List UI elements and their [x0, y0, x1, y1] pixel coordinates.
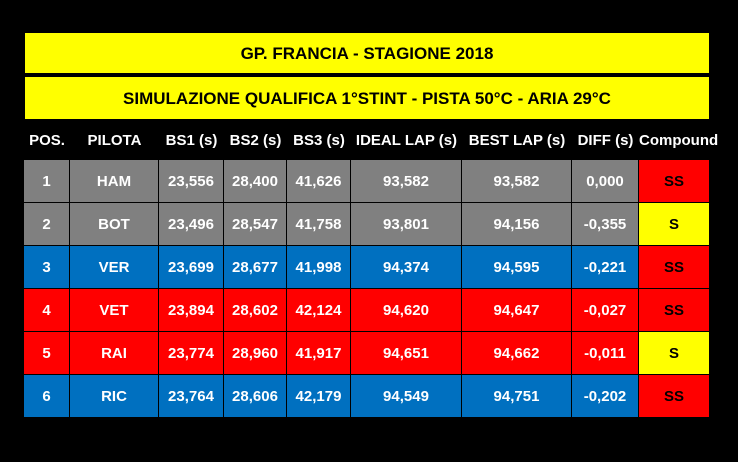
table-row: 5 RAI 23,774 28,960 41,917 94,651 94,662 -0,011… [24, 332, 710, 375]
bs3-cell: 41,626 [287, 160, 351, 203]
header-pos: POS. [29, 132, 65, 149]
bs1-cell: 23,699 [159, 246, 224, 289]
diff-cell: -0,355 [572, 203, 639, 246]
table-row: 3 VER 23,699 28,677 41,998 94,374 94,595 -0,221… [24, 246, 710, 289]
bs2-cell: 28,400 [224, 160, 287, 203]
pos-cell: 3 [24, 246, 70, 289]
ideal-lap-cell: 94,549 [351, 375, 462, 418]
header-driver: PILOTA [87, 132, 142, 149]
header-compound: Compound [639, 132, 719, 149]
ideal-lap-cell: 93,801 [351, 203, 462, 246]
driver-cell: VER [70, 246, 159, 289]
table-title: GP. FRANCIA - STAGIONE 2018 [24, 32, 710, 74]
bs2-cell: 28,602 [224, 289, 287, 332]
diff-cell: -0,221 [572, 246, 639, 289]
pos-cell: 1 [24, 160, 70, 203]
bs3-cell: 41,758 [287, 203, 351, 246]
ideal-lap-cell: 94,651 [351, 332, 462, 375]
bs2-cell: 28,677 [224, 246, 287, 289]
compound-cell: SS [639, 375, 710, 418]
pos-cell: 4 [24, 289, 70, 332]
compound-cell: SS [639, 160, 710, 203]
ideal-lap-cell: 93,582 [351, 160, 462, 203]
header-bs1: BS1 (s) [165, 132, 218, 149]
header-diff: DIFF (s) [577, 132, 634, 149]
bs3-cell: 42,179 [287, 375, 351, 418]
bs1-cell: 23,556 [159, 160, 224, 203]
best-lap-cell: 94,595 [462, 246, 572, 289]
ideal-lap-cell: 94,374 [351, 246, 462, 289]
driver-cell: BOT [70, 203, 159, 246]
header-bs2: BS2 (s) [229, 132, 282, 149]
header-bs3: BS3 (s) [293, 132, 345, 149]
compound-cell: S [639, 203, 710, 246]
compound-cell: S [639, 332, 710, 375]
bs2-cell: 28,547 [224, 203, 287, 246]
compound-cell: SS [639, 289, 710, 332]
diff-cell: -0,011 [572, 332, 639, 375]
bs1-cell: 23,774 [159, 332, 224, 375]
bs1-cell: 23,894 [159, 289, 224, 332]
header-ideal-lap: IDEAL LAP (s) [355, 132, 458, 149]
driver-cell: RIC [70, 375, 159, 418]
driver-cell: HAM [70, 160, 159, 203]
best-lap-cell: 94,751 [462, 375, 572, 418]
table-header: POS. PILOTA BS1 (s) BS2 (s) BS3 (s) IDEA… [24, 124, 719, 158]
pos-cell: 6 [24, 375, 70, 418]
table-row: 4 VET 23,894 28,602 42,124 94,620 94,647 -0,027… [24, 289, 710, 332]
driver-cell: RAI [70, 332, 159, 375]
diff-cell: -0,202 [572, 375, 639, 418]
compound-cell: SS [639, 246, 710, 289]
best-lap-cell: 94,647 [462, 289, 572, 332]
table-row: 6 RIC 23,764 28,606 42,179 94,549 94,751 -0,202… [24, 375, 710, 418]
driver-cell: VET [70, 289, 159, 332]
bs3-cell: 41,917 [287, 332, 351, 375]
diff-cell: 0,000 [572, 160, 639, 203]
bs1-cell: 23,496 [159, 203, 224, 246]
best-lap-cell: 93,582 [462, 160, 572, 203]
header-best-lap: BEST LAP (s) [468, 132, 566, 149]
pos-cell: 2 [24, 203, 70, 246]
best-lap-cell: 94,156 [462, 203, 572, 246]
bs2-cell: 28,960 [224, 332, 287, 375]
bs2-cell: 28,606 [224, 375, 287, 418]
table-row: 1 HAM 23,556 28,400 41,626 93,582 93,582 0,000 S… [24, 160, 710, 203]
bs3-cell: 41,998 [287, 246, 351, 289]
ideal-lap-cell: 94,620 [351, 289, 462, 332]
table-subtitle: SIMULAZIONE QUALIFICA 1°STINT - PISTA 50… [24, 76, 710, 120]
bs1-cell: 23,764 [159, 375, 224, 418]
diff-cell: -0,027 [572, 289, 639, 332]
best-lap-cell: 94,662 [462, 332, 572, 375]
table-row: 2 BOT 23,496 28,547 41,758 93,801 94,156 -0,355… [24, 203, 710, 246]
pos-cell: 5 [24, 332, 70, 375]
bs3-cell: 42,124 [287, 289, 351, 332]
